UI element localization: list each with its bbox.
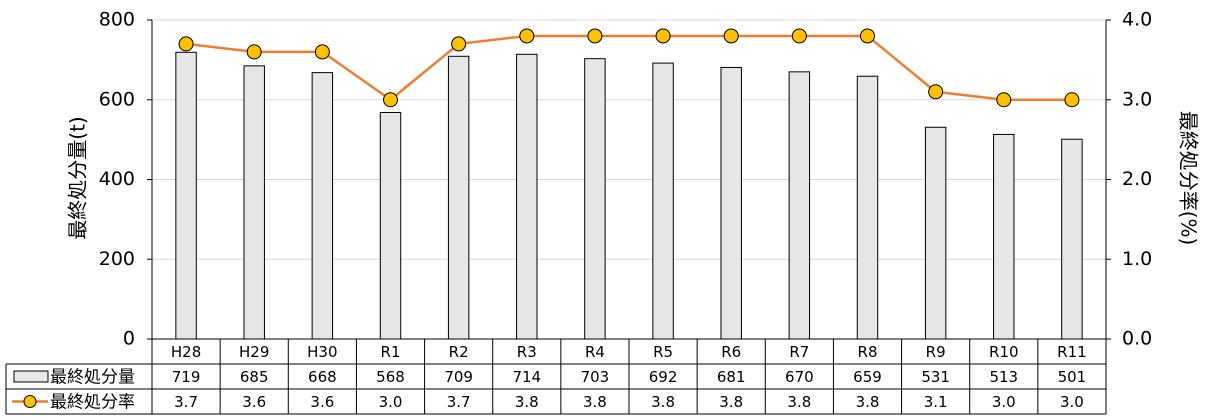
y2-tick-label: 4.0 (1122, 9, 1152, 31)
rate-point (246, 44, 262, 60)
bar (584, 58, 606, 340)
rate-point (178, 36, 194, 52)
rate-point (655, 28, 671, 44)
bar (447, 55, 470, 340)
data-label: 3.8 (787, 393, 811, 411)
bar (856, 75, 879, 340)
axes: 0 200 400 600 800 0.0 1.0 2.0 3.0 4.0 (99, 9, 1152, 350)
bar (243, 65, 265, 340)
y-tick-label: 0 (123, 328, 135, 350)
bar (516, 53, 538, 340)
data-label: 3.6 (310, 393, 334, 411)
x-tick-label: R3 (517, 343, 537, 361)
data-label: 3.8 (719, 393, 743, 411)
data-label: 709 (444, 368, 473, 386)
y2-axis-label: 最終処分率(%) (1177, 111, 1201, 246)
y-tick-label: 600 (99, 88, 135, 110)
x-tick-label: H29 (239, 343, 269, 361)
y2-tick-label: 0.0 (1122, 328, 1152, 350)
line-series (178, 28, 1080, 108)
x-tick-label: R4 (585, 343, 605, 361)
x-tick-label: R6 (721, 343, 741, 361)
y2-tick-label: 1.0 (1122, 248, 1152, 270)
data-label: 3.6 (242, 393, 266, 411)
data-label: 3.7 (447, 393, 471, 411)
y2-tick-label: 3.0 (1122, 88, 1152, 110)
bar (1061, 138, 1083, 340)
rate-point (587, 28, 603, 44)
rate-point (860, 28, 875, 44)
legend-label: 最終処分量 (50, 368, 135, 388)
y-axis-label: 最終処分量(t) (66, 116, 90, 239)
x-tick-label: R7 (789, 343, 809, 361)
data-label: 681 (717, 368, 746, 386)
data-label: 3.0 (992, 393, 1016, 411)
y-tick-label: 800 (99, 9, 135, 31)
rate-point (996, 92, 1012, 108)
data-label: 659 (853, 368, 882, 386)
x-tick-label: R5 (653, 343, 673, 361)
data-table: H28 H29 H30 R1 R2 R3 R4 R5 R6 R7 R8 R9 R10 R11 719 685 6… (5, 338, 1107, 415)
data-label: 703 (581, 368, 610, 386)
data-label: 719 (172, 368, 201, 386)
y-tick-label: 400 (99, 168, 135, 190)
data-label: 3.0 (1060, 393, 1084, 411)
data-label: 3.8 (856, 393, 880, 411)
data-label: 685 (240, 368, 269, 386)
legend-label: 最終処分率 (50, 393, 135, 413)
x-tick-label: R1 (381, 343, 401, 361)
data-label: 531 (921, 368, 950, 386)
x-tick-label: R9 (926, 343, 946, 361)
rate-point (519, 28, 535, 44)
y2-tick-label: 2.0 (1122, 168, 1152, 190)
data-label: 3.0 (379, 393, 403, 411)
rate-point (1064, 92, 1080, 108)
legend-key-bar (13, 370, 49, 383)
bar (311, 72, 334, 340)
bar (175, 51, 197, 340)
bar (720, 66, 742, 340)
rate-line (185, 34, 1072, 102)
bar (788, 71, 811, 340)
x-tick-label: R11 (1057, 343, 1087, 361)
bar (924, 126, 947, 340)
data-label: 3.8 (583, 393, 607, 411)
bar (379, 112, 402, 340)
rate-point (928, 84, 944, 100)
y-tick-label: 200 (99, 248, 135, 270)
bar (993, 133, 1015, 340)
rate-point (723, 28, 739, 44)
rate-point (314, 44, 330, 60)
data-label: 3.8 (515, 393, 539, 411)
x-tick-label: R8 (858, 343, 878, 361)
data-label: 714 (512, 368, 541, 386)
data-label: 670 (785, 368, 814, 386)
x-tick-label: R10 (989, 343, 1019, 361)
data-label: 568 (376, 368, 405, 386)
data-label: 501 (1058, 368, 1087, 386)
data-label: 3.1 (924, 393, 948, 411)
data-label: 668 (308, 368, 337, 386)
x-tick-label: H28 (171, 343, 201, 361)
data-label: 3.7 (174, 393, 198, 411)
data-label: 513 (989, 368, 1018, 386)
data-label: 692 (649, 368, 678, 386)
rate-point (383, 92, 398, 108)
bar-series (175, 51, 1083, 340)
x-tick-label: R2 (449, 343, 469, 361)
grid-lines (152, 19, 1106, 260)
bar (652, 62, 674, 340)
legend-key-marker (23, 395, 37, 408)
rate-point (451, 36, 467, 52)
x-tick-label: H30 (307, 343, 337, 361)
rate-point (791, 28, 807, 44)
data-label: 3.8 (651, 393, 675, 411)
